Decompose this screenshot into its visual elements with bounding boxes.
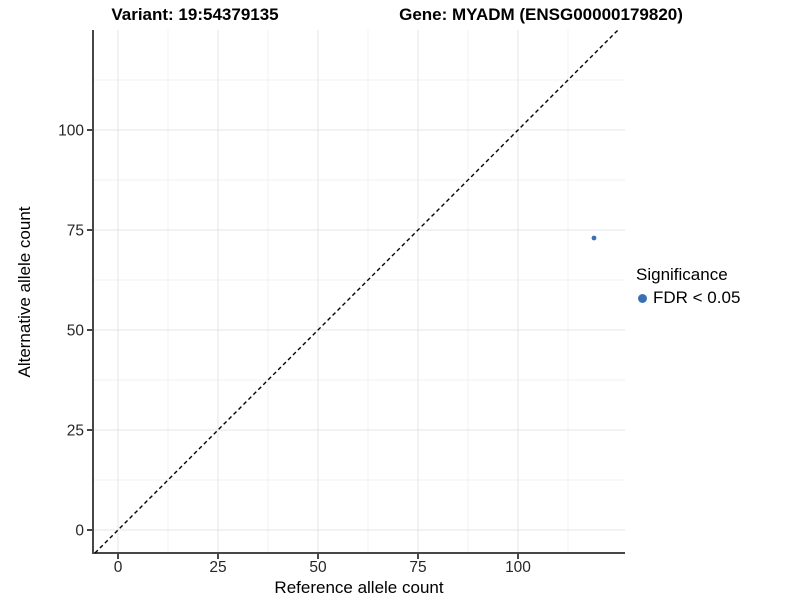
data-point (591, 235, 597, 241)
y-tick-label: 25 (67, 423, 84, 440)
y-tick-label: 100 (58, 123, 84, 140)
x-tick-label: 25 (209, 559, 226, 576)
y-tick-label: 0 (75, 523, 84, 540)
x-tick-label: 0 (114, 559, 123, 576)
gene-title: Gene: MYADM (ENSG00000179820) (399, 5, 683, 24)
identity-dashed-line (94, 29, 619, 554)
x-tick-label: 75 (409, 559, 426, 576)
legend-marker-circle-icon (638, 293, 647, 303)
variant-title: Variant: 19:54379135 (111, 5, 279, 24)
legend-entry: FDR < 0.05 (636, 288, 740, 308)
legend: Significance FDR < 0.05 (636, 265, 740, 308)
y-axis-title: Alternative allele count (15, 206, 34, 378)
x-axis-title: Reference allele count (274, 578, 444, 597)
legend-entry-label: FDR < 0.05 (653, 288, 741, 307)
y-tick-label: 50 (67, 323, 85, 340)
legend-title: Significance (636, 265, 728, 284)
x-tick-label: 50 (309, 559, 327, 576)
y-tick-label: 75 (67, 223, 84, 240)
x-tick-label: 100 (505, 559, 531, 576)
